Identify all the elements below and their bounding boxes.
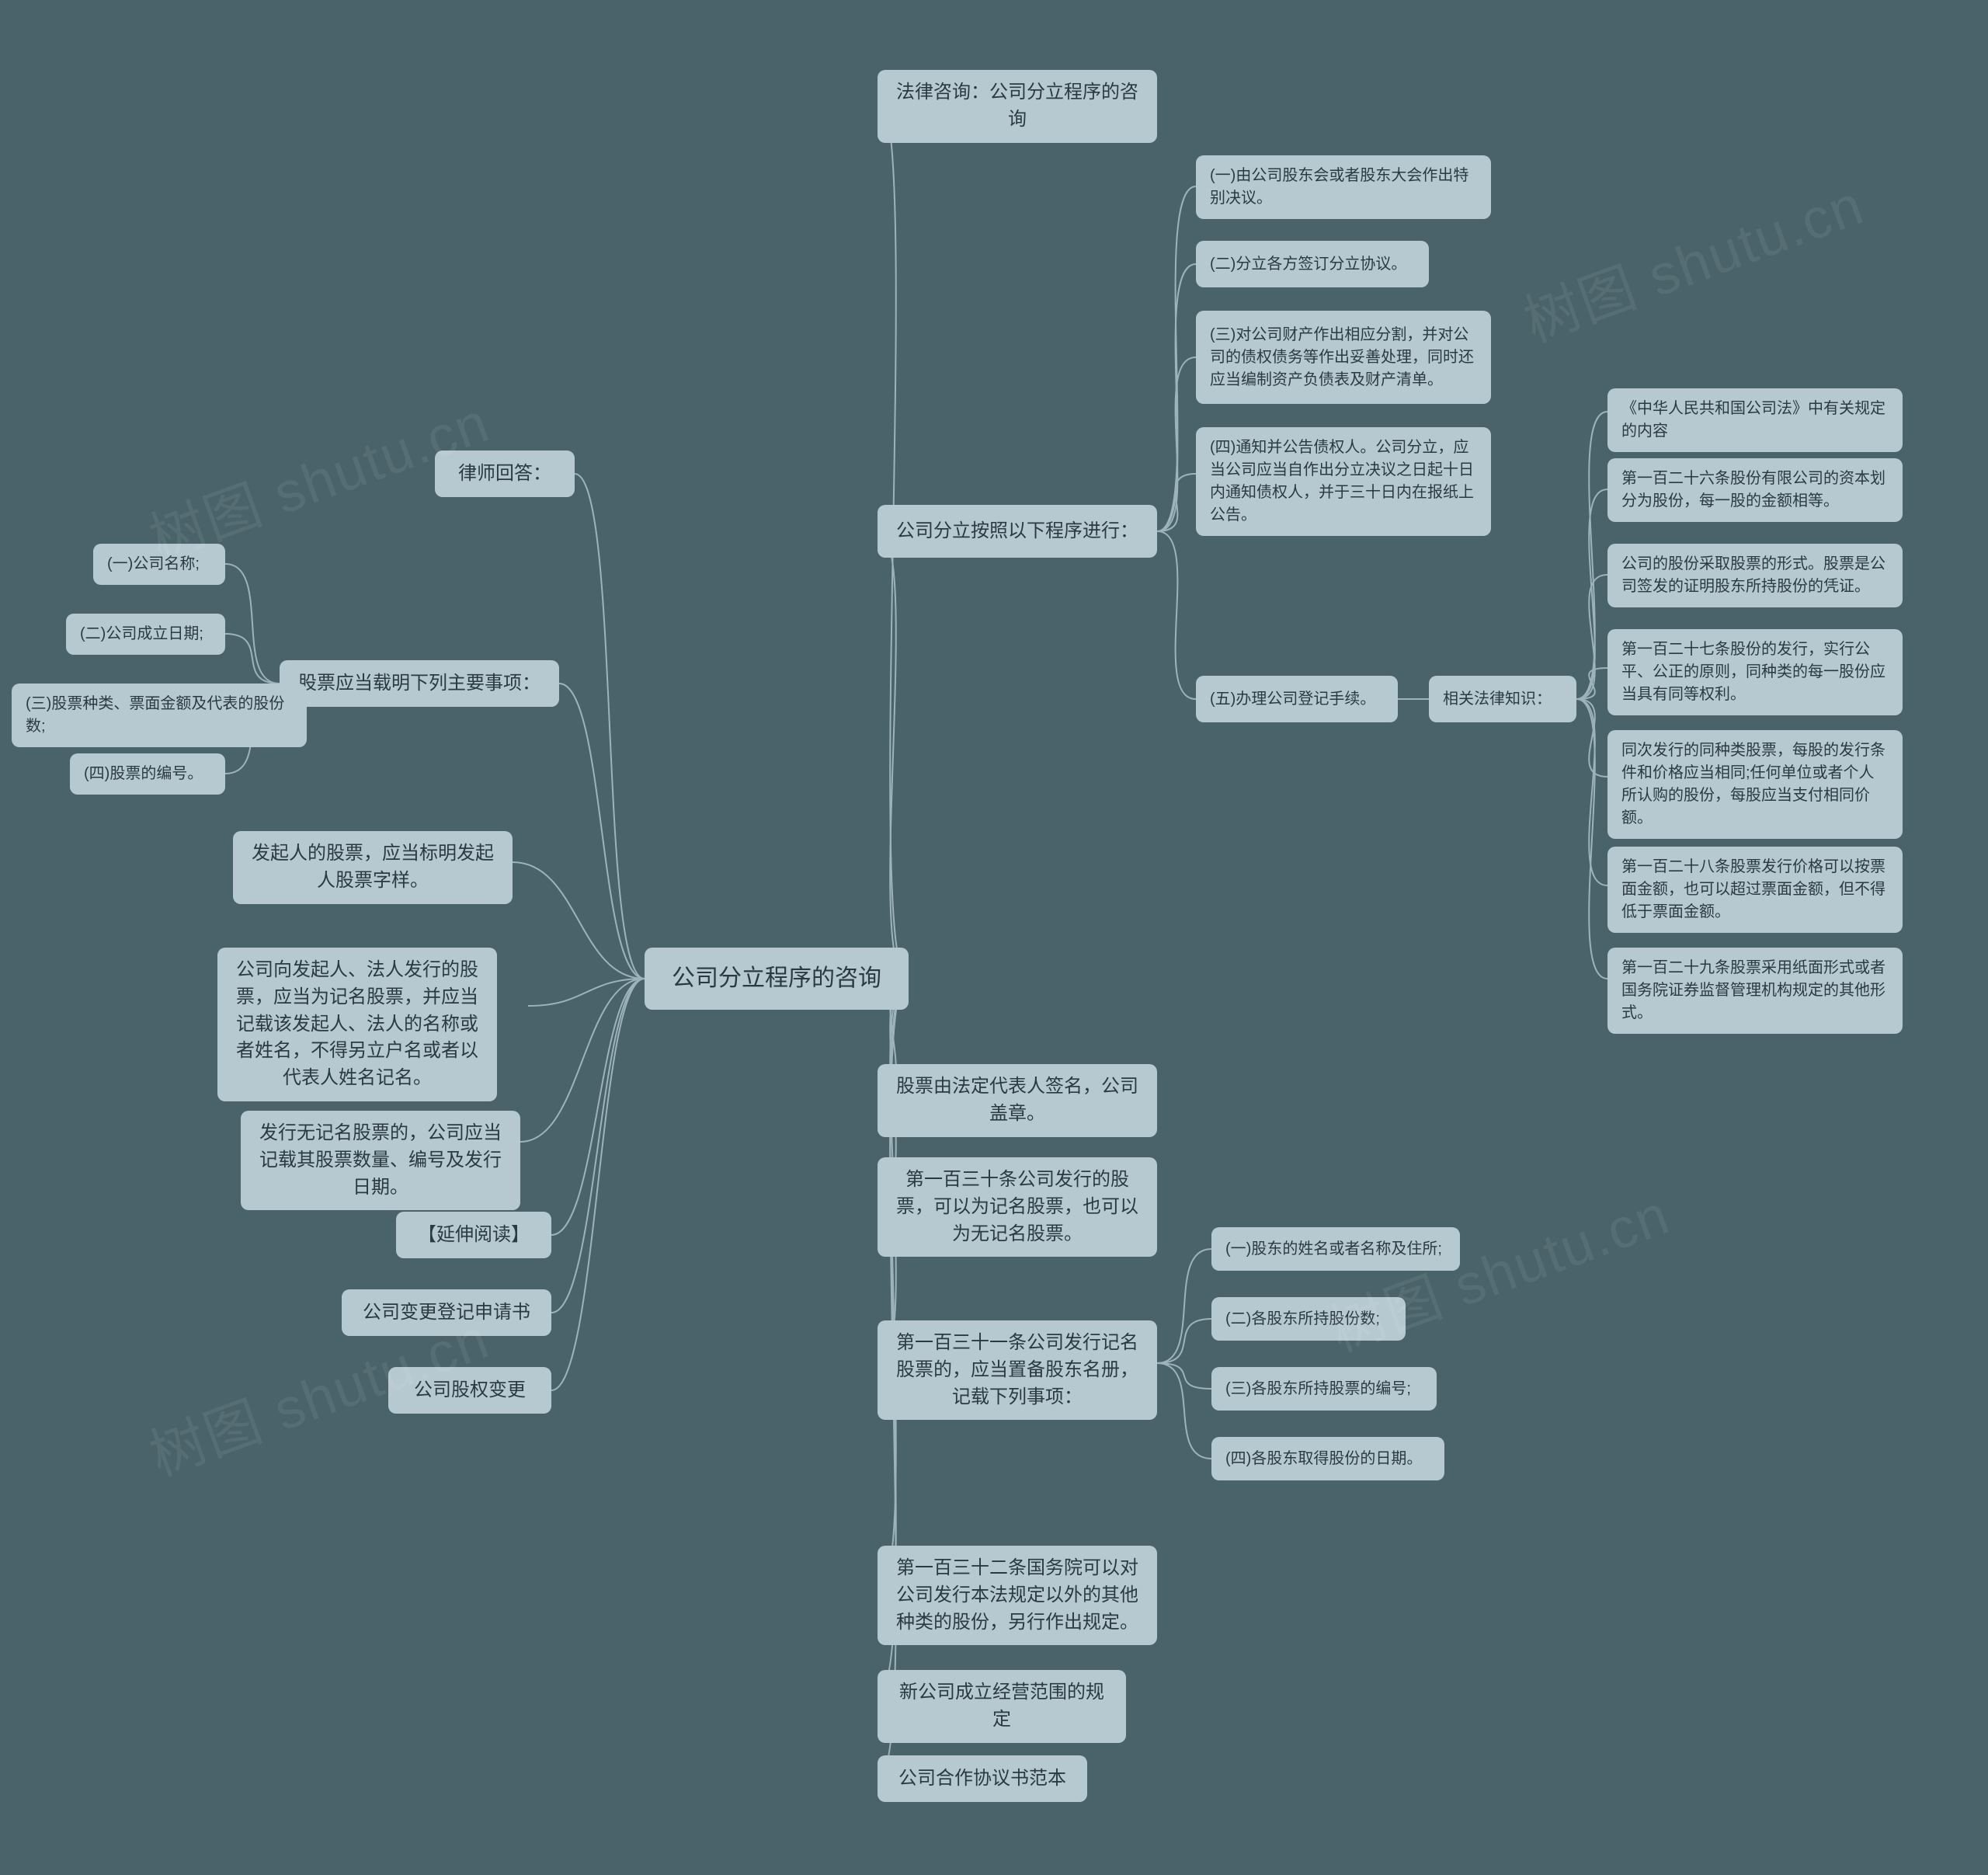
node-label: 公司合作协议书范本 — [898, 1765, 1066, 1793]
node-label: (一)公司名称; — [107, 553, 200, 576]
mindmap-node: 法律咨询：公司分立程序的咨询 — [878, 70, 1157, 143]
node-label: (四)通知并公告债权人。公司分立，应当公司应当自作出分立决议之日起十日内通知债权… — [1210, 437, 1477, 527]
mindmap-node: 第一百二十七条股份的发行，实行公平、公正的原则，同种类的每一股份应当具有同等权利… — [1607, 629, 1903, 715]
mindmap-node: (二)公司成立日期; — [66, 614, 225, 655]
node-label: 发起人的股票，应当标明发起人股票字样。 — [247, 840, 499, 895]
node-label: 第一百三十一条公司发行记名股票的，应当置备股东名册，记载下列事项： — [891, 1330, 1143, 1411]
node-label: 《中华人民共和国公司法》中有关规定的内容 — [1621, 398, 1889, 443]
mindmap-node: 公司向发起人、法人发行的股票，应当为记名股票，并应当记载该发起人、法人的名称或者… — [217, 948, 497, 1101]
mindmap-node: 第一百三十一条公司发行记名股票的，应当置备股东名册，记载下列事项： — [878, 1320, 1157, 1420]
node-label: (三)股票种类、票面金额及代表的股份数; — [26, 693, 293, 738]
mindmap-node: 【延伸阅读】 — [396, 1212, 551, 1258]
node-label: 第一百二十八条股票发行价格可以按票面金额，也可以超过票面金额，但不得低于票面金额… — [1621, 856, 1889, 924]
node-label: 第一百二十七条股份的发行，实行公平、公正的原则，同种类的每一股份应当具有同等权利… — [1621, 638, 1889, 706]
node-label: 第一百三十条公司发行的股票，可以为记名股票，也可以为无记名股票。 — [891, 1167, 1143, 1247]
node-label: 公司分立程序的咨询 — [672, 962, 881, 996]
mindmap-node: (三)股票种类、票面金额及代表的股份数; — [12, 684, 307, 747]
node-label: 公司股权变更 — [414, 1377, 526, 1404]
mindmap-node: 第一百三十二条国务院可以对公司发行本法规定以外的其他种类的股份，另行作出规定。 — [878, 1546, 1157, 1645]
watermark: 树图 shutu.cn — [1511, 159, 1873, 357]
mindmap-node: (三)对公司财产作出相应分割，并对公司的债权债务等作出妥善处理，同时还应当编制资… — [1196, 311, 1491, 404]
mindmap-node: (一)股东的姓名或者名称及住所; — [1211, 1227, 1460, 1271]
mindmap-node: 同次发行的同种类股票，每股的发行条件和价格应当相同;任何单位或者个人所认购的股份… — [1607, 730, 1903, 839]
mindmap-node: 《中华人民共和国公司法》中有关规定的内容 — [1607, 388, 1903, 452]
node-label: 同次发行的同种类股票，每股的发行条件和价格应当相同;任何单位或者个人所认购的股份… — [1621, 739, 1889, 830]
node-label: (五)办理公司登记手续。 — [1210, 688, 1375, 711]
mindmap-node: (一)公司名称; — [93, 544, 225, 585]
mindmap-node: 公司股权变更 — [388, 1367, 551, 1414]
mindmap-node: 第一百二十八条股票发行价格可以按票面金额，也可以超过票面金额，但不得低于票面金额… — [1607, 847, 1903, 933]
mindmap-node: 新公司成立经营范围的规定 — [878, 1670, 1126, 1743]
node-label: (二)各股东所持股份数; — [1225, 1308, 1380, 1331]
node-label: (四)股票的编号。 — [84, 763, 203, 785]
mindmap-node: 发起人的股票，应当标明发起人股票字样。 — [233, 831, 513, 904]
mindmap-node: (二)分立各方签订分立协议。 — [1196, 241, 1429, 287]
mindmap-node: 股票由法定代表人签名，公司盖章。 — [878, 1064, 1157, 1137]
mindmap-node: (四)通知并公告债权人。公司分立，应当公司应当自作出分立决议之日起十日内通知债权… — [1196, 427, 1491, 536]
mindmap-node: 公司分立按照以下程序进行： — [878, 505, 1157, 558]
mindmap-node: 第一百三十条公司发行的股票，可以为记名股票，也可以为无记名股票。 — [878, 1157, 1157, 1257]
node-label: (四)各股东取得股份的日期。 — [1225, 1448, 1422, 1470]
node-label: 发行无记名股票的，公司应当记载其股票数量、编号及发行日期。 — [255, 1120, 506, 1201]
node-label: (一)由公司股东会或者股东大会作出特别决议。 — [1210, 165, 1477, 210]
node-label: 公司的股份采取股票的形式。股票是公司签发的证明股东所持股份的凭证。 — [1621, 553, 1889, 598]
node-label: 相关法律知识： — [1443, 688, 1552, 711]
mindmap-node: 第一百二十九条股票采用纸面形式或者国务院证券监督管理机构规定的其他形式。 — [1607, 948, 1903, 1034]
node-label: 第一百三十二条国务院可以对公司发行本法规定以外的其他种类的股份，另行作出规定。 — [891, 1555, 1143, 1636]
mindmap-node: 相关法律知识： — [1429, 676, 1576, 722]
mindmap-node: 律师回答： — [435, 450, 575, 497]
mindmap-node: 公司合作协议书范本 — [878, 1755, 1087, 1802]
mindmap-node: (三)各股东所持股票的编号; — [1211, 1367, 1437, 1411]
node-label: (二)公司成立日期; — [80, 623, 203, 645]
mindmap-node: 公司分立程序的咨询 — [645, 948, 909, 1010]
mindmap-node: (四)股票的编号。 — [70, 753, 225, 795]
mindmap-node: (一)由公司股东会或者股东大会作出特别决议。 — [1196, 155, 1491, 219]
mindmap-node: 发行无记名股票的，公司应当记载其股票数量、编号及发行日期。 — [241, 1111, 520, 1210]
node-label: 第一百二十六条股份有限公司的资本划分为股份，每一股的金额相等。 — [1621, 468, 1889, 513]
node-label: 【延伸阅读】 — [418, 1222, 530, 1249]
node-label: 律师回答： — [458, 461, 551, 488]
node-label: 股票应当载明下列主要事项： — [298, 670, 540, 697]
node-label: (二)分立各方签订分立协议。 — [1210, 253, 1406, 276]
node-label: (一)股东的姓名或者名称及住所; — [1225, 1238, 1442, 1261]
mindmap-node: 公司的股份采取股票的形式。股票是公司签发的证明股东所持股份的凭证。 — [1607, 544, 1903, 607]
node-label: 新公司成立经营范围的规定 — [891, 1679, 1112, 1734]
mindmap-node: (二)各股东所持股份数; — [1211, 1297, 1406, 1341]
node-label: 股票由法定代表人签名，公司盖章。 — [891, 1073, 1143, 1128]
node-label: 法律咨询：公司分立程序的咨询 — [891, 79, 1143, 134]
node-label: 第一百二十九条股票采用纸面形式或者国务院证券监督管理机构规定的其他形式。 — [1621, 957, 1889, 1024]
node-label: (三)对公司财产作出相应分割，并对公司的债权债务等作出妥善处理，同时还应当编制资… — [1210, 324, 1477, 391]
node-label: (三)各股东所持股票的编号; — [1225, 1378, 1411, 1400]
mindmap-node: 公司变更登记申请书 — [342, 1289, 551, 1336]
mindmap-node: 股票应当载明下列主要事项： — [280, 660, 559, 707]
node-label: 公司分立按照以下程序进行： — [896, 518, 1138, 545]
mindmap-node: (四)各股东取得股份的日期。 — [1211, 1437, 1444, 1480]
node-label: 公司向发起人、法人发行的股票，应当为记名股票，并应当记载该发起人、法人的名称或者… — [231, 957, 483, 1092]
mindmap-node: (五)办理公司登记手续。 — [1196, 676, 1398, 722]
node-label: 公司变更登记申请书 — [363, 1299, 530, 1327]
mindmap-node: 第一百二十六条股份有限公司的资本划分为股份，每一股的金额相等。 — [1607, 458, 1903, 522]
